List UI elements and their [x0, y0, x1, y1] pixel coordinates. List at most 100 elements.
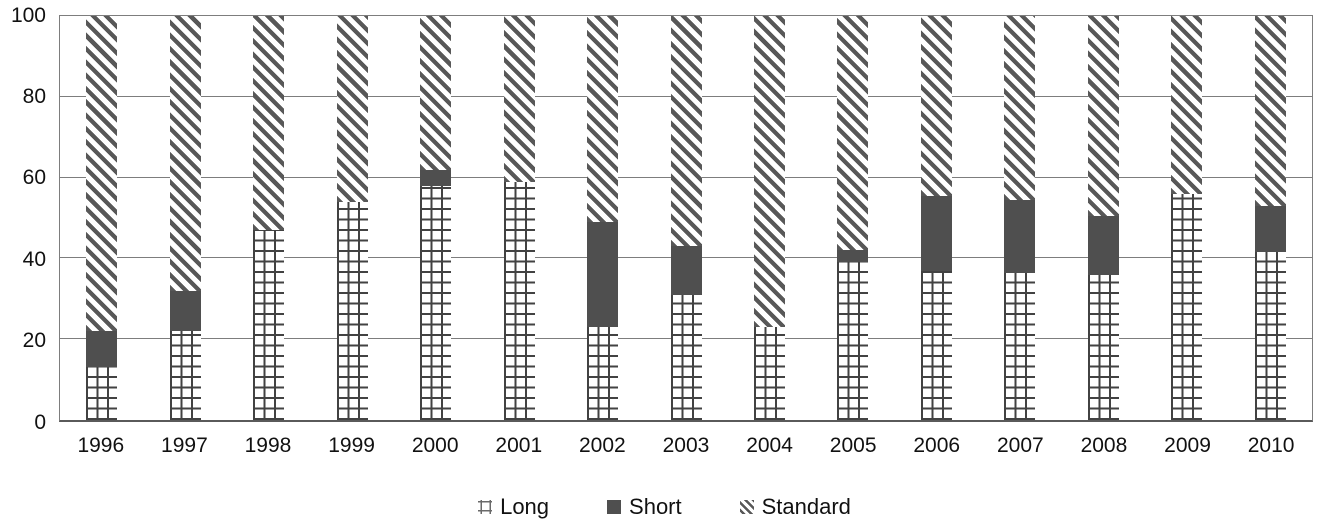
x-tick-label-2009: 2009: [1164, 434, 1211, 457]
bar-slot-1999: [310, 16, 393, 420]
segment-short-2000: [420, 169, 452, 186]
segment-long-2009: [1171, 193, 1203, 420]
x-tick-label-1999: 1999: [328, 434, 375, 457]
segment-short-2005: [837, 250, 869, 263]
bar-2005: [837, 16, 869, 420]
segment-long-2006: [920, 270, 952, 420]
bar-1998: [253, 16, 285, 420]
bar-2008: [1087, 16, 1119, 420]
segment-long-2001: [503, 181, 535, 420]
segment-standard-2006: [920, 16, 952, 196]
legend-label: Standard: [761, 494, 851, 519]
legend-swatch-solid-icon: [607, 500, 622, 514]
segment-standard-2002: [587, 16, 619, 223]
bar-2007: [1004, 16, 1036, 420]
segment-standard-2010: [1254, 16, 1286, 206]
segment-standard-2007: [1004, 16, 1036, 200]
segment-long-2000: [420, 185, 452, 420]
y-axis: 0 20 40 60 80 100: [0, 4, 52, 434]
segment-long-1998: [253, 230, 285, 420]
bar-2000: [420, 16, 452, 420]
bar-slot-1998: [227, 16, 310, 420]
segment-long-1997: [169, 331, 201, 420]
y-tick-label-20: 20: [22, 329, 46, 353]
bar-2001: [503, 16, 535, 420]
segment-long-2003: [670, 294, 702, 420]
bar-slot-2009: [1145, 16, 1228, 420]
x-tick-label-2000: 2000: [411, 434, 459, 457]
x-tick-label-2007: 2007: [996, 434, 1044, 457]
x-tick-label-2003: 2003: [662, 434, 710, 457]
y-tick-label-100: 100: [10, 3, 46, 27]
bar-slot-2006: [895, 16, 978, 420]
x-tick-label-2002: 2002: [579, 434, 626, 457]
bar-slot-1996: [60, 16, 143, 420]
segment-long-2004: [753, 327, 785, 420]
legend-item-long: Long: [478, 494, 549, 520]
bar-slot-1997: [143, 16, 226, 420]
bar-2004: [753, 16, 785, 420]
segment-standard-2000: [420, 16, 452, 170]
x-tick-label-1998: 1998: [244, 434, 292, 457]
bar-2002: [587, 16, 619, 420]
segment-short-2010: [1254, 205, 1286, 253]
segment-standard-2008: [1087, 16, 1119, 216]
segment-short-2003: [670, 246, 702, 295]
segment-long-1996: [86, 367, 118, 420]
segment-long-2010: [1254, 252, 1286, 420]
segment-short-2002: [587, 222, 619, 328]
segment-short-2007: [1004, 199, 1036, 273]
segment-standard-1999: [336, 16, 368, 202]
plot-area: [59, 15, 1313, 422]
bar-slot-2010: [1229, 16, 1312, 420]
legend-swatch-diagonal-hatch-icon: [739, 500, 754, 514]
segment-long-2007: [1004, 272, 1036, 420]
bar-2010: [1254, 16, 1286, 420]
x-tick-label-2010: 2010: [1247, 434, 1295, 457]
legend-item-short: Short: [607, 494, 682, 520]
legend: Long Short Standard: [0, 490, 1329, 524]
legend-label: Long: [500, 494, 550, 519]
x-axis: 1996 1997 1998 1999 2000 2001 2002 2003 2004 2005…: [59, 434, 1313, 460]
bar-slot-2001: [477, 16, 560, 420]
bar-slot-2003: [644, 16, 727, 420]
segment-standard-2001: [503, 16, 535, 182]
x-tick-label-1997: 1997: [161, 434, 208, 457]
bar-1997: [169, 16, 201, 420]
segment-short-2008: [1087, 215, 1119, 275]
segment-standard-1998: [253, 16, 285, 231]
segment-standard-2009: [1171, 16, 1203, 194]
segment-short-1997: [169, 290, 201, 332]
segment-short-2006: [920, 195, 952, 271]
segment-short-1996: [86, 331, 118, 368]
bars-container: [60, 16, 1312, 420]
bar-slot-2008: [1062, 16, 1145, 420]
segment-standard-2004: [753, 16, 785, 328]
y-tick-label-40: 40: [22, 247, 46, 271]
bar-slot-2002: [561, 16, 644, 420]
segment-long-2008: [1087, 274, 1119, 420]
legend-item-standard: Standard: [739, 494, 851, 520]
x-tick-label-2004: 2004: [746, 434, 793, 457]
segment-long-1999: [336, 201, 368, 420]
bar-slot-2000: [394, 16, 477, 420]
segment-standard-1997: [169, 16, 201, 291]
y-tick-label-0: 0: [34, 410, 46, 434]
legend-swatch-grid-icon: [478, 500, 493, 514]
segment-long-2002: [587, 327, 619, 420]
y-tick-label-60: 60: [22, 166, 46, 190]
segment-standard-2005: [837, 16, 869, 251]
bar-slot-2007: [978, 16, 1061, 420]
x-tick-label-2005: 2005: [829, 434, 877, 457]
bar-2003: [670, 16, 702, 420]
bar-slot-2005: [811, 16, 894, 420]
segment-standard-1996: [86, 16, 118, 332]
legend-label: Short: [629, 494, 682, 519]
x-tick-label-1996: 1996: [77, 434, 125, 457]
segment-standard-2003: [670, 16, 702, 247]
bar-slot-2004: [728, 16, 811, 420]
x-tick-label-2001: 2001: [495, 434, 543, 457]
bar-1999: [336, 16, 368, 420]
x-tick-label-2006: 2006: [913, 434, 961, 457]
